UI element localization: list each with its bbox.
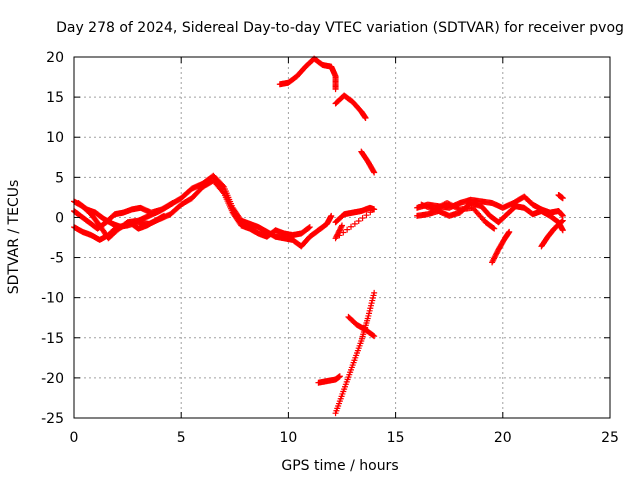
series-arc-noon-fall <box>332 92 369 121</box>
series-arc-neg-short <box>315 373 343 386</box>
data-point <box>305 224 312 231</box>
data-point <box>559 195 566 202</box>
data-point <box>367 209 374 216</box>
data-point <box>371 333 378 340</box>
series-arc-noon-small <box>332 204 378 242</box>
data-point <box>336 373 343 380</box>
y-tick-label: -25 <box>41 411 64 427</box>
y-axis-label: SDTVAR / TECUs <box>6 180 22 295</box>
axis-ticks: 0 5 10 15 20 25 -25 -20 -15 -10 -5 0 5 10 15 20 <box>41 50 619 446</box>
data-point <box>506 228 513 235</box>
series-arc-late-end <box>555 191 566 202</box>
data-point <box>168 200 175 207</box>
x-tick-label: 10 <box>279 430 297 446</box>
series-arc-neg-steep <box>332 289 378 417</box>
x-tick-label: 20 <box>494 430 512 446</box>
data-point <box>161 212 168 219</box>
x-tick-label: 0 <box>70 430 79 446</box>
data-point <box>491 225 498 232</box>
data-point <box>344 226 351 233</box>
data-point <box>370 332 377 339</box>
data-point <box>332 86 339 93</box>
data-point <box>340 229 347 236</box>
series-arc-late-3 <box>418 200 498 232</box>
x-axis-label: GPS time / hours <box>281 458 398 474</box>
x-tick-label: 25 <box>601 430 619 446</box>
series-arc-late-neg-2 <box>538 217 566 250</box>
data-point <box>355 217 362 224</box>
data-point <box>220 182 227 189</box>
y-tick-label: -10 <box>41 291 64 307</box>
y-tick-label: 0 <box>55 210 64 226</box>
data-point <box>558 218 565 225</box>
y-tick-label: -5 <box>50 251 64 267</box>
data-point <box>362 114 369 121</box>
data-point <box>339 222 345 229</box>
data-point <box>490 225 497 232</box>
y-tick-label: -15 <box>41 331 64 347</box>
y-tick-label: 5 <box>55 170 64 186</box>
data-point <box>220 189 227 196</box>
data-point <box>559 227 566 234</box>
data-point <box>169 200 176 207</box>
data-point <box>559 217 566 224</box>
data-point <box>371 169 378 176</box>
series-arc-neg-mid <box>345 313 378 340</box>
data-point <box>306 224 313 231</box>
plot-area-frame <box>73 56 611 419</box>
series-arc-late-neg-1 <box>489 228 513 266</box>
data-point <box>338 223 345 230</box>
data-point <box>363 212 370 219</box>
y-tick-label: 15 <box>46 90 64 106</box>
y-tick-label: 10 <box>46 130 64 146</box>
data-point <box>371 206 378 213</box>
data-point <box>328 212 335 219</box>
data-point <box>359 215 366 222</box>
data-point <box>371 289 378 296</box>
chart-title: Day 278 of 2024, Sidereal Day-to-day VTE… <box>56 20 624 36</box>
x-tick-label: 5 <box>177 430 186 446</box>
grid <box>74 57 610 418</box>
series-arc-early-4 <box>75 200 168 232</box>
y-tick-label: 20 <box>46 50 64 66</box>
series-arc-noon-fall-2 <box>358 148 378 176</box>
data-point <box>348 223 355 230</box>
series-arc-noon-up <box>276 55 339 93</box>
x-tick-label: 15 <box>387 430 405 446</box>
data-point <box>351 220 358 227</box>
data-point <box>370 168 377 175</box>
y-tick-label: -20 <box>41 371 64 387</box>
data-points <box>71 55 566 417</box>
